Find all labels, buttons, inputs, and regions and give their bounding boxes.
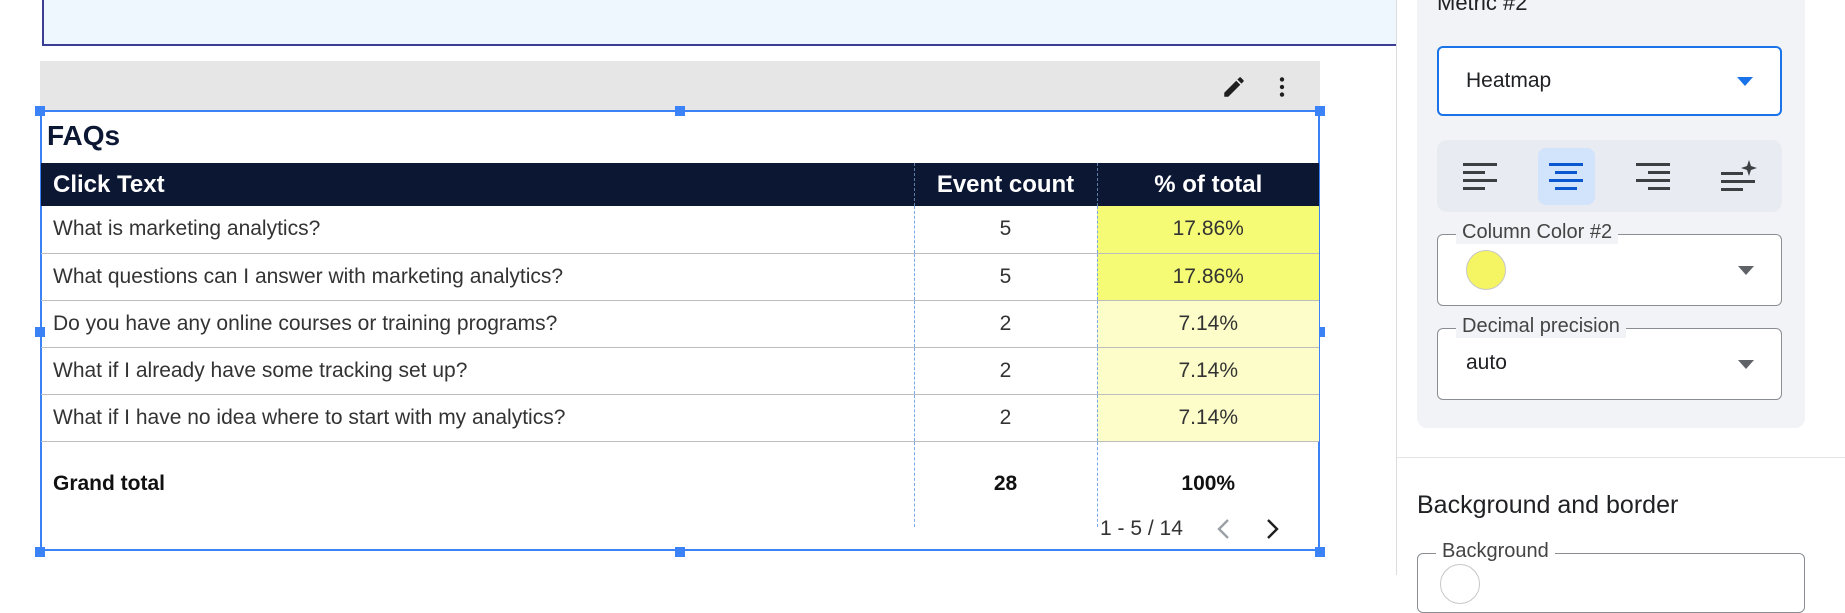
grand-total-label: Grand total bbox=[53, 472, 166, 496]
resize-handle[interactable] bbox=[35, 106, 45, 116]
faq-table: Click Text Event count % of total What i… bbox=[41, 163, 1319, 527]
table-row[interactable]: What is marketing analytics? 5 17.86% bbox=[41, 206, 1319, 254]
table-header-row: Click Text Event count % of total bbox=[41, 163, 1319, 206]
section-divider bbox=[1397, 457, 1845, 458]
cell-percent-total: 17.86% bbox=[1096, 253, 1319, 301]
align-right-button[interactable] bbox=[1624, 148, 1681, 205]
grand-total-row: Grand total 28 100% bbox=[41, 441, 1319, 527]
cell-click-text: Do you have any online courses or traini… bbox=[41, 300, 914, 348]
color-swatch bbox=[1440, 564, 1480, 604]
cell-percent-total: 7.14% bbox=[1096, 347, 1319, 395]
pagination-range: 1 - 5 / 14 bbox=[1100, 517, 1183, 540]
alignment-toggle-group bbox=[1437, 140, 1782, 212]
cell-percent-total: 17.86% bbox=[1096, 206, 1319, 254]
table-row[interactable]: Do you have any online courses or traini… bbox=[41, 300, 1319, 348]
column-header-event-count[interactable]: Event count bbox=[913, 163, 1097, 206]
decimal-precision-value: auto bbox=[1466, 351, 1507, 374]
pencil-icon[interactable] bbox=[1220, 73, 1248, 101]
auto-align-sparkle-icon bbox=[1720, 160, 1757, 191]
display-type-value: Heatmap bbox=[1466, 69, 1552, 92]
cell-click-text: What is marketing analytics? bbox=[41, 206, 914, 254]
resize-handle[interactable] bbox=[35, 547, 45, 557]
resize-handle[interactable] bbox=[1315, 327, 1325, 337]
background-color-picker[interactable]: Background bbox=[1417, 540, 1805, 613]
cell-click-text: What if I already have some tracking set… bbox=[41, 347, 914, 395]
display-type-select[interactable]: Heatmap bbox=[1437, 46, 1782, 116]
pagination: 1 - 5 / 14 bbox=[1100, 512, 1287, 546]
cell-click-text: What if I have no idea where to start wi… bbox=[41, 394, 914, 442]
align-center-button[interactable] bbox=[1537, 147, 1595, 205]
text-box-banner[interactable] bbox=[42, 0, 1398, 46]
chevron-right-icon[interactable] bbox=[1257, 514, 1287, 544]
align-left-button[interactable] bbox=[1452, 148, 1509, 205]
table-title: FAQs bbox=[47, 120, 121, 151]
column-color-picker[interactable]: Column Color #2 bbox=[1437, 221, 1782, 306]
column-header-percent-total[interactable]: % of total bbox=[1096, 163, 1319, 206]
color-swatch bbox=[1466, 250, 1506, 290]
more-vert-icon[interactable] bbox=[1268, 73, 1296, 101]
cell-event-count: 5 bbox=[913, 253, 1097, 301]
resize-handle[interactable] bbox=[35, 327, 45, 337]
cell-click-text: What questions can I answer with marketi… bbox=[41, 253, 914, 301]
caret-down-icon bbox=[1738, 360, 1754, 369]
cell-percent-total: 7.14% bbox=[1096, 394, 1319, 442]
decimal-precision-label: Decimal precision bbox=[1456, 315, 1626, 338]
table-row[interactable]: What questions can I answer with marketi… bbox=[41, 253, 1319, 301]
table-row[interactable]: What if I have no idea where to start wi… bbox=[41, 394, 1319, 442]
cell-event-count: 2 bbox=[913, 394, 1097, 442]
grand-total-count: 28 bbox=[913, 441, 1097, 527]
resize-handle[interactable] bbox=[1315, 547, 1325, 557]
caret-down-icon bbox=[1737, 77, 1753, 86]
align-center-icon bbox=[1549, 163, 1584, 190]
resize-handle[interactable] bbox=[1315, 106, 1325, 116]
cell-event-count: 2 bbox=[913, 300, 1097, 348]
align-auto-button[interactable] bbox=[1710, 148, 1767, 205]
resize-handle[interactable] bbox=[675, 547, 685, 557]
background-label: Background bbox=[1436, 540, 1555, 563]
cell-event-count: 5 bbox=[913, 206, 1097, 254]
align-left-icon bbox=[1463, 163, 1498, 190]
chevron-left-icon[interactable] bbox=[1209, 514, 1239, 544]
chart-toolbar bbox=[40, 61, 1320, 111]
grand-total-percent: 100% bbox=[1096, 441, 1319, 527]
decimal-precision-select[interactable]: Decimal precision auto bbox=[1437, 315, 1782, 400]
cell-event-count: 2 bbox=[913, 347, 1097, 395]
cell-percent-total: 7.14% bbox=[1096, 300, 1319, 348]
caret-down-icon bbox=[1738, 266, 1754, 275]
resize-handle[interactable] bbox=[675, 106, 685, 116]
metric-label: Metric #2 bbox=[1437, 0, 1528, 15]
column-color-label: Column Color #2 bbox=[1456, 221, 1619, 244]
column-header-click-text[interactable]: Click Text bbox=[41, 163, 914, 206]
align-right-icon bbox=[1635, 163, 1670, 190]
section-title-background-border: Background and border bbox=[1417, 491, 1679, 519]
table-row[interactable]: What if I already have some tracking set… bbox=[41, 347, 1319, 395]
properties-panel: Metric #2 Heatmap Column Color #2 Decima… bbox=[1396, 0, 1845, 613]
